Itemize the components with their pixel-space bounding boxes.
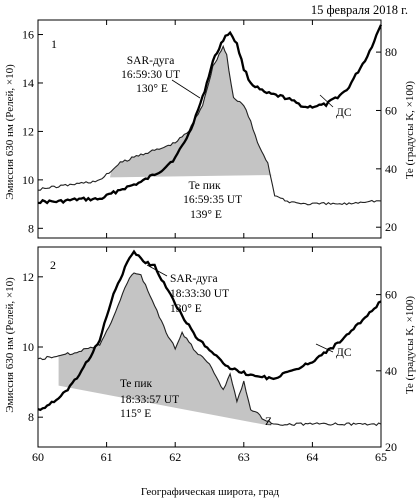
y-tick-right-label: 40 (385, 162, 397, 176)
te-series-line (38, 44, 382, 206)
ds-leader (315, 343, 334, 353)
y-tick-left-label: 10 (22, 340, 34, 354)
y-tick-right-label: 80 (385, 45, 397, 59)
y-axis-right-ticks: 20 40 60 (376, 288, 397, 454)
x-tick-label: 65 (375, 450, 387, 464)
te-peak-time: 16:59:35 UT (183, 194, 242, 206)
y-tick-left-label: 16 (22, 28, 34, 42)
x-tick-label: 61 (101, 450, 113, 464)
sar-arc-time: 18:33:30 UT (170, 288, 229, 300)
y-tick-right-label: 20 (385, 220, 397, 234)
te-peak-longitude: 115° E (120, 408, 151, 420)
y-tick-right-label: 40 (385, 364, 397, 378)
x-axis-ticks: 60 61 62 63 64 65 (32, 247, 387, 464)
ds-leader (319, 94, 334, 108)
y-tick-right-label: 60 (385, 288, 397, 302)
date-label: 15 февраля 2018 г. (311, 3, 408, 17)
panel-1-right-axis-title: Te (градусы K, ×100) (404, 81, 416, 179)
te-peak-annotation: Te пик 18:33:57 UT 115° E (120, 378, 182, 420)
sar-arc-annotation: SAR-дуга 18:33:30 UT 130° E (170, 273, 232, 315)
sar-arc-annotation: SAR-дуга 16:59:30 UT 130° E (121, 55, 183, 95)
x-tick-label: 63 (238, 450, 250, 464)
panel-2-right-axis-title: Te (градусы K, ×100) (404, 296, 416, 394)
x-tick-label: 62 (169, 450, 181, 464)
panel-1-left-axis-title: Эмиссия 630 нм (Релей, ×10) (4, 64, 16, 200)
x-tick-label: 60 (32, 450, 44, 464)
te-peak-longitude: 139° E (190, 209, 222, 221)
sar-arc-longitude: 130° E (136, 83, 168, 95)
z-label: Z (265, 416, 272, 428)
emission-630nm-series-line (37, 24, 383, 205)
y-axis-left-ticks: 8 10 12 (22, 270, 43, 424)
sar-arc-label: SAR-дуга (127, 55, 175, 67)
panel-label: 2 (50, 258, 56, 272)
emission-630nm-series-line (37, 249, 382, 412)
y-tick-left-label: 8 (28, 221, 34, 235)
panel-2: 60 61 62 63 64 65 8 10 12 20 40 60 2 SAR-дуга 18:… (22, 246, 397, 464)
panel-label: 1 (51, 37, 57, 51)
y-tick-left-label: 12 (22, 270, 34, 284)
te-peak-shaded-area (58, 273, 272, 426)
x-axis-title: Географическая широта, град (141, 486, 280, 498)
te-peak-time: 18:33:57 UT (120, 394, 179, 406)
sar-arc-longitude: 130° E (170, 303, 202, 315)
ds-label: ДС (336, 107, 352, 119)
te-peak-label: Te пик (120, 378, 153, 390)
sar-arc-time: 16:59:30 UT (121, 69, 180, 81)
y-tick-left-label: 14 (22, 76, 34, 90)
y-axis-left-ticks: 8 10 12 14 16 (22, 28, 43, 235)
panel-1-frame (37, 19, 382, 239)
ds-label: ДС (336, 347, 352, 359)
sar-arc-label: SAR-дуга (170, 273, 218, 285)
y-tick-left-label: 10 (22, 173, 34, 187)
sar-arc-leader (171, 79, 201, 99)
y-axis-right-ticks: 20 40 60 80 (376, 45, 397, 234)
te-peak-shaded-area (110, 46, 275, 178)
te-peak-annotation: Te пик 16:59:35 UT 139° E (183, 180, 245, 221)
sar-arc-leader (146, 264, 168, 277)
y-tick-left-label: 8 (28, 410, 34, 424)
te-peak-label: Te пик (189, 180, 222, 192)
panel-1: 8 10 12 14 16 20 40 60 80 1 SAR-дуга 16:59:30 U… (22, 19, 397, 239)
y-tick-right-label: 20 (385, 440, 397, 454)
y-tick-left-label: 12 (22, 124, 34, 138)
x-axis-ticks (37, 20, 382, 238)
y-tick-right-label: 60 (385, 103, 397, 117)
panel-2-left-axis-title: Эмиссия 630 нм (Релей, ×10) (4, 277, 16, 413)
x-tick-label: 64 (306, 450, 318, 464)
